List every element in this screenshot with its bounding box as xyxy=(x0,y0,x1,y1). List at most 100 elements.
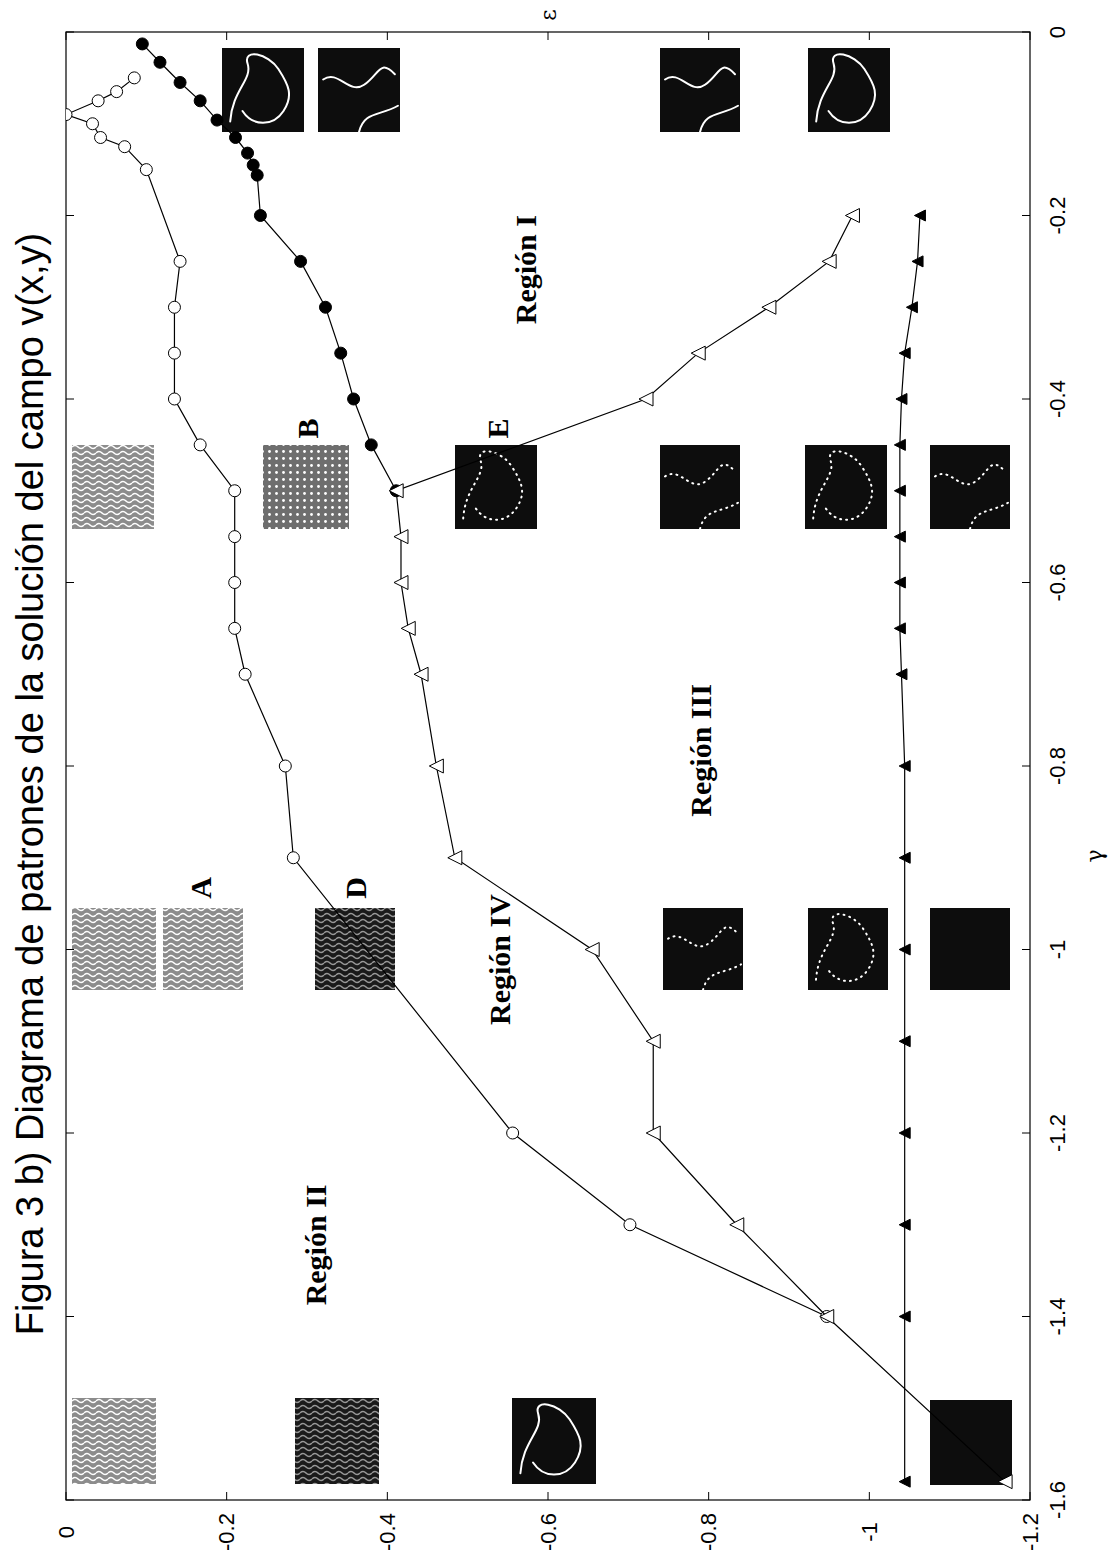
marker xyxy=(254,210,266,222)
thumbnail-texture xyxy=(263,445,349,529)
marker xyxy=(894,577,905,588)
thumbnail-curve xyxy=(813,451,872,520)
marker xyxy=(639,392,653,406)
thumbnail xyxy=(808,48,890,132)
thumbnail-curve xyxy=(230,54,289,123)
tick xyxy=(226,32,227,40)
thumbnail-bg xyxy=(805,445,887,529)
marker xyxy=(899,348,910,359)
series xyxy=(66,72,833,1323)
thumbnail xyxy=(808,908,888,990)
thumbnail-bg xyxy=(222,48,304,132)
thumbnail-curve xyxy=(323,68,398,132)
marker xyxy=(507,1127,519,1139)
marker xyxy=(448,851,462,865)
marker xyxy=(111,86,123,98)
thumbnail xyxy=(72,1398,156,1484)
marker xyxy=(899,1219,910,1230)
series xyxy=(136,38,402,497)
thumbnail-texture xyxy=(72,908,156,990)
thumbnail xyxy=(222,48,304,132)
thumbnail xyxy=(930,908,1010,990)
thumbnail-bg xyxy=(512,1398,596,1484)
annotation: E xyxy=(481,418,514,438)
thumbnail-bg xyxy=(163,908,243,990)
marker xyxy=(168,347,180,359)
marker xyxy=(896,669,907,680)
thumbnail-bg xyxy=(930,1400,1012,1485)
marker xyxy=(730,1218,744,1232)
tick xyxy=(66,32,74,33)
marker xyxy=(229,485,241,497)
thumbnail-curve xyxy=(665,68,738,132)
thumbnail-bg xyxy=(318,48,400,132)
thumbnail-texture xyxy=(163,908,243,990)
marker xyxy=(389,484,403,498)
thumbnail xyxy=(455,445,537,529)
marker xyxy=(894,531,905,542)
axis-title: ε xyxy=(536,9,561,20)
tick xyxy=(1022,215,1030,216)
tick xyxy=(66,582,74,583)
tick-label: -1 xyxy=(1045,940,1070,960)
tick xyxy=(1030,1492,1031,1500)
tick-label: -1.2 xyxy=(1045,1114,1070,1152)
tick xyxy=(387,32,388,40)
marker xyxy=(762,300,776,314)
title: Figura 3 b) Diagrama de patrones de la s… xyxy=(9,233,51,1336)
tick-label: -0.6 xyxy=(536,1513,561,1551)
marker xyxy=(585,943,599,957)
thumbnail xyxy=(315,908,395,990)
thumbnail-texture xyxy=(72,1398,156,1484)
annotation: Región II xyxy=(299,1185,332,1306)
thumbnail-texture xyxy=(295,1398,379,1484)
tick xyxy=(226,1492,227,1500)
tick xyxy=(66,1500,74,1501)
marker xyxy=(92,95,104,107)
marker xyxy=(128,72,140,84)
marker xyxy=(899,944,910,955)
marker xyxy=(365,439,377,451)
tick-label: -0.2 xyxy=(1045,197,1070,235)
tick xyxy=(66,32,67,40)
thumbnail-texture xyxy=(72,445,154,529)
marker xyxy=(119,141,131,153)
marker xyxy=(401,621,415,635)
thumbnail-bg xyxy=(295,1398,379,1484)
marker xyxy=(174,255,186,267)
marker xyxy=(429,759,443,773)
tick xyxy=(66,949,74,950)
marker xyxy=(394,576,408,590)
tick xyxy=(66,766,74,767)
marker xyxy=(335,347,347,359)
marker xyxy=(646,1034,660,1048)
thumbnail xyxy=(295,1398,379,1484)
marker xyxy=(998,1475,1012,1489)
tick xyxy=(66,399,74,400)
annotation: Región III xyxy=(684,684,717,817)
thumbnail-curve xyxy=(668,927,741,990)
tick xyxy=(66,1492,67,1500)
thumbnail xyxy=(72,908,156,990)
tick xyxy=(869,1492,870,1500)
thumbnail-curve xyxy=(816,914,873,981)
marker xyxy=(820,1310,834,1324)
marker xyxy=(229,577,241,589)
marker xyxy=(194,439,206,451)
tick-label: -0.4 xyxy=(375,1513,400,1551)
marker xyxy=(174,76,186,88)
thumbnail-curve xyxy=(665,465,738,529)
tick-label: -0.4 xyxy=(1045,380,1070,418)
thumbnail xyxy=(930,445,1010,529)
marker xyxy=(914,210,925,221)
thumbnail-bg xyxy=(263,445,349,529)
thumbnail-bg xyxy=(663,908,743,990)
thumbnail-curve xyxy=(463,451,522,520)
annotation: Región IV xyxy=(483,894,516,1025)
thumbnail xyxy=(263,445,349,529)
thumbnail-bg xyxy=(808,48,890,132)
marker xyxy=(899,761,910,772)
marker xyxy=(899,1311,910,1322)
tick-label: -1.4 xyxy=(1045,1298,1070,1336)
tick xyxy=(548,32,549,40)
